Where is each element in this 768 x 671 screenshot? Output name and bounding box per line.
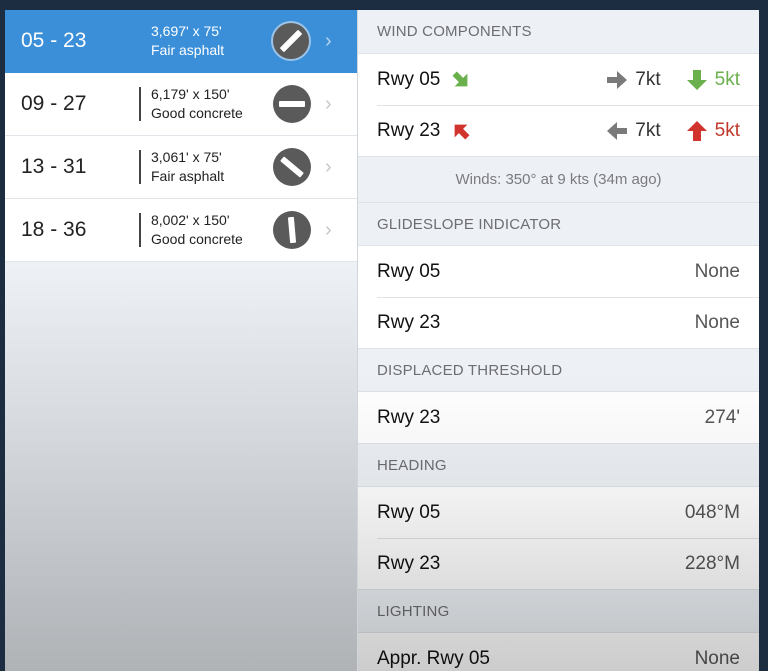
runway-row-13-31[interactable]: 13 - 31 3,061' x 75' Fair asphalt › — [5, 136, 357, 199]
runway-info: 6,179' x 150' Good concrete — [151, 85, 273, 123]
section-header-glideslope: GLIDESLOPE INDICATOR — [358, 202, 759, 246]
chevron-right-icon: › — [325, 92, 332, 115]
runway-details[interactable]: WIND COMPONENTS Rwy 05 7kt 5kt Rwy 23 — [358, 10, 759, 671]
heading-row: Rwy 23 228°M — [358, 538, 759, 589]
crosswind-component: 7kt — [607, 120, 661, 142]
winds-report: Winds: 350° at 9 kts (34m ago) — [358, 156, 759, 202]
app-frame: 05 - 23 3,697' x 75' Fair asphalt › 09 -… — [5, 10, 759, 671]
runway-orientation-icon — [273, 85, 311, 123]
runway-dimensions: 3,061' x 75' — [151, 149, 222, 165]
arrow-down-icon — [686, 69, 707, 90]
section-header-displaced-threshold: DISPLACED THRESHOLD — [358, 348, 759, 392]
runway-orientation-icon — [273, 211, 311, 249]
runway-orientation-icon — [273, 148, 311, 186]
divider — [139, 24, 141, 58]
displaced-threshold-row: Rwy 23 274' — [358, 392, 759, 443]
runway-surface: Fair asphalt — [151, 168, 225, 184]
runway-info: 8,002' x 150' Good concrete — [151, 211, 273, 249]
runway-surface: Fair asphalt — [151, 42, 225, 58]
chevron-right-icon: › — [325, 218, 332, 241]
arrow-right-icon — [607, 70, 628, 89]
wind-direction-arrow-icon — [452, 71, 468, 86]
runway-id: 13 - 31 — [21, 155, 87, 178]
runway-id: 18 - 36 — [21, 218, 87, 241]
wind-row-rwy23: Rwy 23 7kt 5kt — [358, 105, 759, 156]
divider — [139, 213, 141, 247]
crosswind-component: 7kt — [607, 69, 661, 91]
runway-orientation-icon — [271, 21, 311, 61]
runway-label: Rwy 05 — [377, 68, 441, 90]
runway-id: 09 - 27 — [21, 92, 87, 115]
runway-row-09-27[interactable]: 09 - 27 6,179' x 150' Good concrete › — [5, 73, 357, 136]
headwind-component: 5kt — [686, 120, 740, 142]
section-header-lighting: LIGHTING — [358, 589, 759, 633]
runway-dimensions: 6,179' x 150' — [151, 86, 230, 102]
lighting-row: Appr. Rwy 05 None — [358, 633, 759, 671]
chevron-right-icon: › — [325, 155, 332, 178]
runway-row-18-36[interactable]: 18 - 36 8,002' x 150' Good concrete › — [5, 199, 357, 262]
runway-list[interactable]: 05 - 23 3,697' x 75' Fair asphalt › 09 -… — [5, 10, 358, 671]
arrow-left-icon — [607, 121, 628, 140]
runway-label: Rwy 23 — [377, 119, 441, 141]
runway-info: 3,061' x 75' Fair asphalt — [151, 148, 273, 186]
chevron-right-icon: › — [325, 29, 332, 52]
glideslope-row: Rwy 05 None — [358, 246, 759, 297]
arrow-up-icon — [686, 120, 707, 141]
runway-id: 05 - 23 — [21, 29, 87, 52]
divider — [139, 87, 141, 121]
wind-direction-arrow-icon — [454, 124, 470, 139]
runway-surface: Good concrete — [151, 231, 243, 247]
headwind-component: 5kt — [686, 69, 740, 91]
heading-row: Rwy 05 048°M — [358, 487, 759, 538]
divider — [139, 150, 141, 184]
section-header-heading: HEADING — [358, 443, 759, 487]
runway-dimensions: 8,002' x 150' — [151, 212, 230, 228]
section-header-wind: WIND COMPONENTS — [358, 10, 759, 54]
runway-dimensions: 3,697' x 75' — [151, 23, 222, 39]
runway-row-05-23[interactable]: 05 - 23 3,697' x 75' Fair asphalt › — [5, 10, 357, 73]
glideslope-row: Rwy 23 None — [358, 297, 759, 348]
wind-row-rwy05: Rwy 05 7kt 5kt — [358, 54, 759, 105]
runway-info: 3,697' x 75' Fair asphalt — [151, 22, 271, 60]
runway-surface: Good concrete — [151, 105, 243, 121]
